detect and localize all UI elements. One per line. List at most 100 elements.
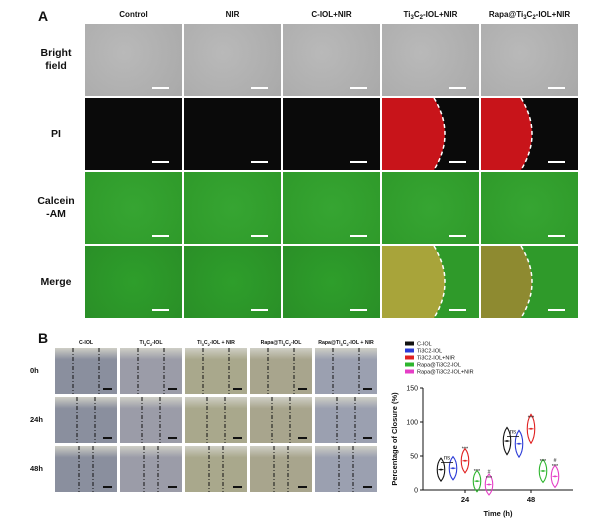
microscopy-image	[283, 24, 380, 96]
microscopy-image	[85, 172, 182, 244]
violin-shape	[538, 458, 548, 484]
significance-marker: ***	[528, 415, 535, 421]
violin-shape	[526, 413, 536, 445]
panel-b-row-label: 0h	[30, 366, 39, 375]
significance-marker: #	[553, 458, 557, 464]
microscopy-image	[85, 98, 182, 170]
scale-bar	[363, 486, 372, 488]
panel-a-column-header: Ti3C2-IOL+NIR	[403, 10, 458, 21]
scale-bar	[350, 235, 367, 237]
scale-bar	[251, 87, 268, 89]
boundary-line	[520, 98, 533, 170]
legend-swatch	[405, 348, 414, 353]
scale-bar	[548, 87, 565, 89]
legend-swatch	[405, 341, 414, 346]
scale-bar	[103, 388, 112, 390]
wound-healing-image	[315, 348, 377, 394]
microscopy-image	[481, 24, 578, 96]
data-point	[518, 442, 520, 445]
panel-a-column-header: Rapa@Ti3C2-IOL+NIR	[488, 10, 571, 21]
microscopy-image	[382, 172, 479, 244]
microscopy-image	[85, 246, 182, 318]
panel-b-column-header: Rapa@Ti3C2-IOL + NIR	[318, 340, 374, 347]
microscopy-image	[481, 98, 578, 170]
panel-a-row-label: PI	[51, 127, 61, 140]
scale-bar	[233, 437, 242, 439]
microscopy-image	[481, 246, 578, 318]
significance-marker: #	[487, 470, 491, 476]
panel-a-letter: A	[38, 8, 49, 24]
x-tick-label: 24	[461, 495, 470, 504]
data-point	[476, 480, 478, 483]
panel-b-row-label: 48h	[30, 464, 43, 473]
scale-bar	[548, 235, 565, 237]
legend-label: Rapa@Ti3C2-IOL	[417, 363, 461, 369]
microscopy-image	[283, 172, 380, 244]
scale-bar	[251, 161, 268, 163]
scale-bar	[168, 437, 177, 439]
significance-marker: ***	[474, 469, 481, 475]
violin-shape	[436, 457, 446, 482]
violin-shape	[472, 469, 482, 493]
legend-label: Rapa@Ti3C2-IOL+NIR	[417, 370, 474, 376]
violin-shape	[514, 429, 524, 459]
violin-shape	[502, 426, 512, 456]
violin-shape	[460, 447, 470, 474]
x-tick-label: 48	[527, 495, 535, 504]
wound-healing-image	[55, 397, 117, 443]
data-point	[542, 469, 544, 472]
panel-a-column-header: C-IOL+NIR	[311, 10, 352, 19]
wound-healing-image	[185, 348, 247, 394]
legend-label: Ti3C2-IOL+NIR	[417, 356, 455, 362]
scale-bar	[233, 486, 242, 488]
panel-b-column-header: Rapa@Ti3C2-IOL	[260, 340, 302, 347]
wound-healing-image	[55, 446, 117, 492]
wound-healing-image	[55, 348, 117, 394]
closure-violin-chart: C-IOLTi3C2-IOLTi3C2-IOL+NIRRapa@Ti3C2-IO…	[390, 341, 573, 518]
data-point	[452, 467, 454, 470]
affected-region	[382, 98, 445, 170]
scale-bar	[298, 437, 307, 439]
significance-marker: ***	[540, 459, 547, 465]
scale-bar	[350, 161, 367, 163]
scale-bar	[449, 161, 466, 163]
data-point	[440, 468, 442, 471]
y-tick-label: 100	[406, 420, 418, 427]
legend-label: C-IOL	[417, 342, 432, 348]
panel-b-row-label: 24h	[30, 415, 43, 424]
data-point	[488, 483, 490, 486]
panel-b-column-header: Ti3C2-IOL + NIR	[197, 340, 235, 347]
scale-bar	[449, 309, 466, 311]
scale-bar	[152, 309, 169, 311]
legend-swatch	[405, 369, 414, 374]
scale-bar	[251, 235, 268, 237]
scale-bar	[449, 87, 466, 89]
scale-bar	[233, 388, 242, 390]
microscopy-image	[184, 246, 281, 318]
y-tick-label: 150	[406, 386, 418, 393]
scale-bar	[103, 437, 112, 439]
x-axis-label: Time (h)	[483, 509, 513, 518]
wound-healing-image	[120, 446, 182, 492]
wound-healing-image	[185, 446, 247, 492]
significance-marker: ns	[444, 455, 450, 461]
data-point	[506, 440, 508, 443]
boundary-line	[433, 246, 446, 318]
microscopy-image	[382, 98, 479, 170]
scale-bar	[152, 87, 169, 89]
microscopy-image	[283, 246, 380, 318]
panel-b-column-header: C-IOL	[78, 340, 94, 346]
affected-region	[481, 98, 532, 170]
scale-bar	[350, 87, 367, 89]
scale-bar	[449, 235, 466, 237]
microscopy-image	[85, 24, 182, 96]
scale-bar	[298, 388, 307, 390]
scale-bar	[548, 309, 565, 311]
scale-bar	[363, 437, 372, 439]
y-tick-label: 50	[410, 454, 418, 461]
legend-label: Ti3C2-IOL	[417, 349, 442, 355]
legend-swatch	[405, 362, 414, 367]
affected-region	[382, 246, 445, 318]
significance-marker: ***	[462, 447, 469, 453]
scale-bar	[168, 388, 177, 390]
